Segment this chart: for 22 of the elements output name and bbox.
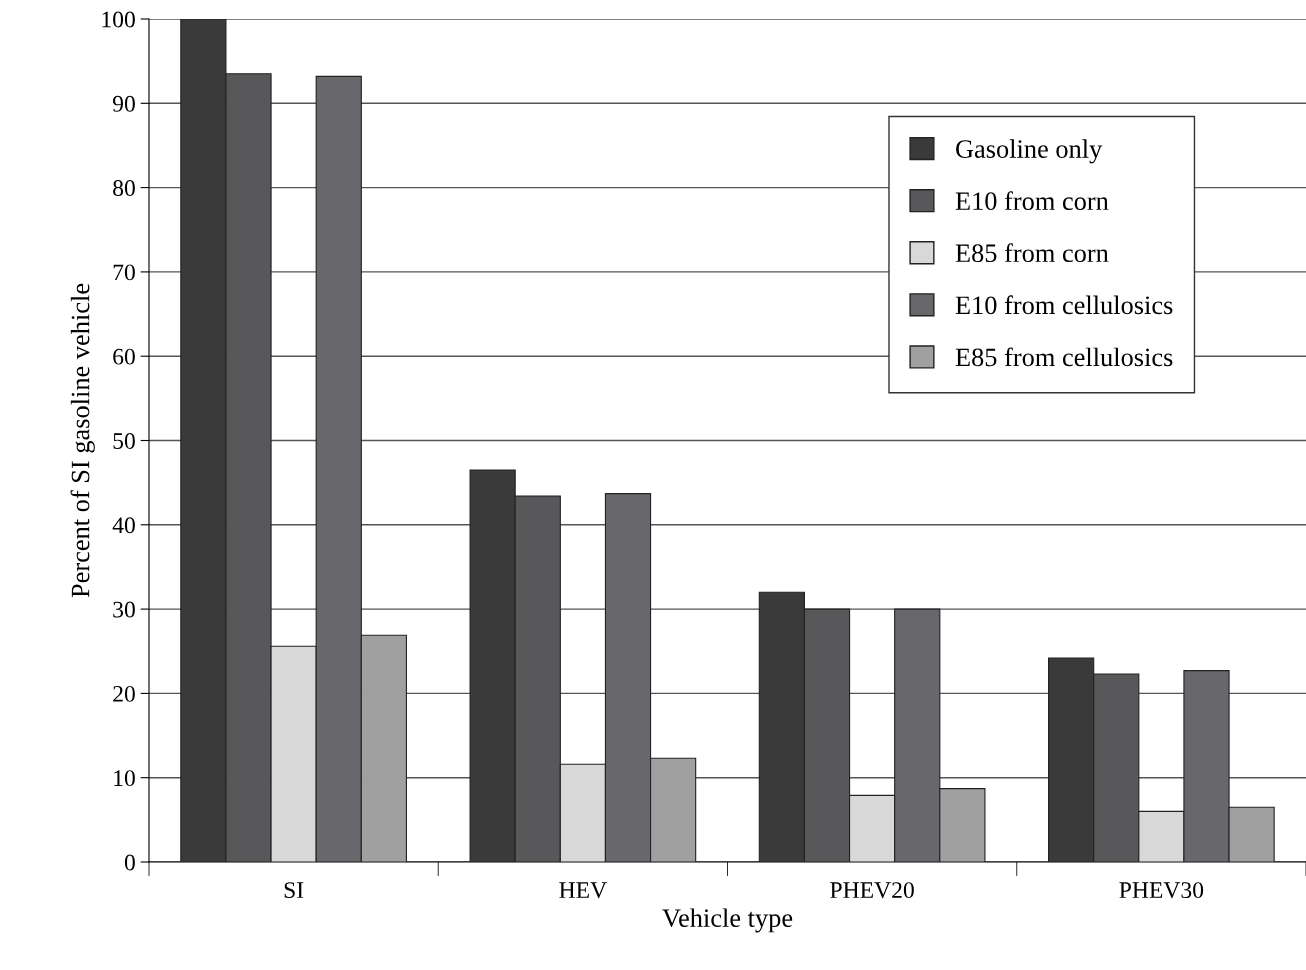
y-tick-label: 10 — [114, 770, 135, 787]
y-tick-label: 50 — [113, 432, 135, 449]
x-tick-label: HEV — [559, 882, 607, 899]
legend-label: Gasoline only — [956, 139, 1103, 164]
x-axis-title: Vehicle type — [662, 908, 793, 933]
y-tick-label: 20 — [113, 685, 135, 702]
legend-label: E10 from corn — [955, 191, 1109, 211]
y-tick-label: 80 — [113, 180, 135, 197]
y-tick-label: 100 — [102, 11, 135, 28]
y-tick-label: 30 — [113, 601, 135, 618]
y-axis-title: Percent of SI gasoline vehicle — [70, 283, 95, 598]
x-tick-label: PHEV30 — [1119, 882, 1204, 899]
y-tick-label: 40 — [112, 517, 135, 534]
y-tick-label: 0 — [124, 854, 135, 871]
x-tick-label: PHEV20 — [830, 882, 914, 899]
x-tick-label: SI — [284, 882, 304, 899]
y-tick-label: 90 — [112, 95, 135, 112]
y-tick-label: 60 — [113, 348, 135, 365]
legend-label: E10 from cellulosics — [955, 295, 1173, 315]
legend-label: E85 from corn — [955, 243, 1109, 263]
legend-label: E85 from cellulosics — [955, 347, 1173, 367]
y-tick-label: 70 — [113, 264, 135, 281]
